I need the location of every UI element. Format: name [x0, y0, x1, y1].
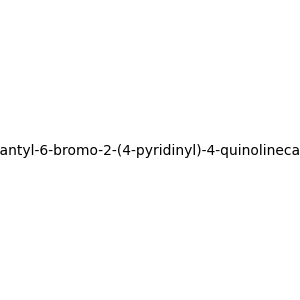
Text: N-2-adamantyl-6-bromo-2-(4-pyridinyl)-4-quinolinecarboxamide: N-2-adamantyl-6-bromo-2-(4-pyridinyl)-4-…	[0, 145, 300, 158]
